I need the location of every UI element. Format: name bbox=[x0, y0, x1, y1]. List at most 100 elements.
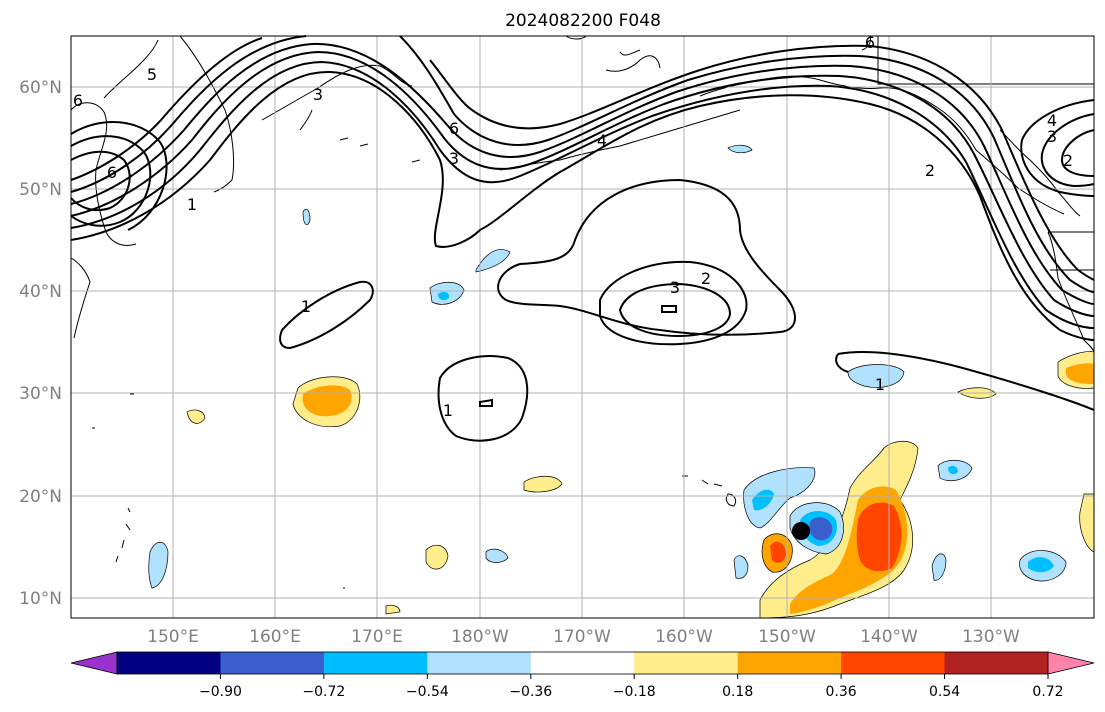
contour-band-1 bbox=[70, 70, 1095, 341]
contour-label: 2 bbox=[701, 269, 711, 288]
colorbar-tick-label: −0.90 bbox=[199, 684, 242, 700]
colorbar-tick-label: 0.18 bbox=[722, 684, 753, 700]
shade-positive-2 bbox=[186, 409, 206, 424]
latitude-labels: 10°N 20°N 30°N 40°N 50°N 60°N bbox=[19, 78, 62, 609]
coast-canada-border bbox=[877, 36, 1094, 271]
colorbar-segment bbox=[841, 652, 946, 674]
contour-ne-1 bbox=[1020, 99, 1095, 197]
contour-label: 3 bbox=[670, 278, 680, 297]
shade-positive-west-red bbox=[770, 541, 786, 563]
lat-label: 30°N bbox=[19, 384, 62, 404]
colorbar-tick-label: 0.36 bbox=[826, 684, 857, 700]
contour-label: 6 bbox=[73, 91, 83, 110]
contour-center-3 bbox=[618, 282, 732, 338]
colorbar-tick-label: −0.36 bbox=[509, 684, 552, 700]
colorbar-tick-label: −0.72 bbox=[302, 684, 345, 700]
contour-labels: 1 1 1 1 2 2 3 3 3 4 5 6 6 6 2 3 4 6 bbox=[73, 33, 1073, 420]
colorbar-segment bbox=[220, 652, 325, 674]
contour-label: 1 bbox=[443, 401, 453, 420]
contour-band-4 bbox=[70, 42, 1095, 305]
coast-alaska-west bbox=[565, 35, 871, 72]
shade-negative-13-core bbox=[1028, 557, 1054, 573]
contour-label: 3 bbox=[449, 149, 459, 168]
colorbar-tick-label: 0.54 bbox=[929, 684, 960, 700]
contour-label: 2 bbox=[1063, 151, 1073, 170]
colorbar-segment bbox=[944, 652, 1049, 674]
lat-label: 20°N bbox=[19, 487, 62, 507]
shade-negative-6 bbox=[148, 541, 169, 589]
contour-label: 2 bbox=[925, 161, 935, 180]
lat-label: 50°N bbox=[19, 180, 62, 200]
lon-label: 140°W bbox=[860, 627, 918, 647]
colorbar-segment bbox=[737, 652, 842, 674]
colorbar-tick-label: 0.72 bbox=[1032, 684, 1063, 700]
map-panel: 1 1 1 1 2 2 3 3 3 4 5 6 6 6 2 3 4 6 bbox=[70, 33, 1095, 619]
shade-negative-3 bbox=[475, 249, 511, 273]
colorbar-ticks: −0.90 −0.72 −0.54 −0.36 −0.18 0.18 0.36 0.54 0.7… bbox=[199, 674, 1064, 700]
coast-hawaii bbox=[682, 475, 737, 507]
coast-islands-w bbox=[92, 393, 345, 589]
longitude-labels: 150°E 160°E 170°E 180°W 170°W 160°W 150°… bbox=[147, 627, 1020, 647]
shade-negative-8 bbox=[743, 467, 816, 529]
colorbar-segment bbox=[323, 652, 428, 674]
shade-negative-7 bbox=[485, 548, 509, 563]
contour-label: 5 bbox=[147, 65, 157, 84]
coast-aleutians bbox=[339, 109, 741, 171]
contour-ne-3 bbox=[1060, 129, 1095, 177]
contours bbox=[70, 35, 1095, 442]
contour-label: 1 bbox=[187, 195, 197, 214]
shade-positive-4 bbox=[425, 544, 449, 570]
contour-ne-2 bbox=[1040, 113, 1095, 188]
shade-negative-1 bbox=[302, 208, 311, 226]
colorbar-tick-label: −0.18 bbox=[613, 684, 656, 700]
contour-east-1 bbox=[835, 351, 1095, 411]
shade-negative-11-core bbox=[948, 465, 958, 475]
coast-chukotka bbox=[261, 64, 413, 131]
shade-negative-5 bbox=[847, 364, 905, 388]
lat-label: 40°N bbox=[19, 282, 62, 302]
shade-negative-4 bbox=[727, 144, 753, 154]
map-frame bbox=[70, 35, 1095, 619]
lat-label: 60°N bbox=[19, 78, 62, 98]
contour-sw-1 bbox=[437, 355, 529, 442]
contour-band-2 bbox=[70, 60, 1095, 329]
shade-positive-7-core bbox=[1066, 363, 1094, 384]
figure-title: 2024082200 F048 bbox=[505, 11, 661, 31]
lon-label: 150°W bbox=[758, 627, 816, 647]
lat-label: 10°N bbox=[19, 589, 62, 609]
contour-label: 6 bbox=[449, 119, 459, 138]
contour-label: 3 bbox=[1047, 127, 1057, 146]
contour-band-5 bbox=[70, 35, 1095, 293]
contour-center-4 bbox=[661, 305, 677, 313]
shade-negative-8-core bbox=[752, 489, 774, 511]
contour-band-6 bbox=[70, 37, 1095, 281]
storm-center-marker bbox=[792, 522, 810, 540]
shade-negative-12 bbox=[931, 553, 947, 581]
lon-label: 160°W bbox=[655, 627, 713, 647]
lon-label: 170°W bbox=[553, 627, 611, 647]
contour-label: 6 bbox=[107, 163, 117, 182]
contour-label: 4 bbox=[597, 131, 607, 150]
contour-label: 1 bbox=[875, 375, 885, 394]
colorbar-segment bbox=[530, 652, 635, 674]
shade-negative-10 bbox=[733, 555, 749, 579]
contour-label: 3 bbox=[313, 85, 323, 104]
shade-positive-3 bbox=[523, 475, 563, 493]
contour-label: 4 bbox=[1047, 111, 1057, 130]
lon-label: 130°W bbox=[962, 627, 1020, 647]
shade-positive-main-red bbox=[856, 502, 902, 572]
colorbar-extend-min bbox=[70, 651, 118, 675]
colorbar: −0.90 −0.72 −0.54 −0.36 −0.18 0.18 0.36 0.54 0.7… bbox=[70, 651, 1095, 700]
contour-nw-1 bbox=[279, 280, 374, 350]
lon-label: 150°E bbox=[147, 627, 199, 647]
colorbar-segment bbox=[634, 652, 739, 674]
contour-west-1 bbox=[70, 150, 131, 212]
coast-okhotsk bbox=[103, 35, 235, 193]
lon-label: 160°E bbox=[249, 627, 301, 647]
shade-negative-9-core bbox=[809, 517, 833, 541]
contour-label: 6 bbox=[865, 33, 875, 52]
contour-center-2 bbox=[599, 260, 748, 346]
contour-center-1 bbox=[497, 178, 796, 336]
shade-negative-2-core bbox=[438, 291, 450, 301]
